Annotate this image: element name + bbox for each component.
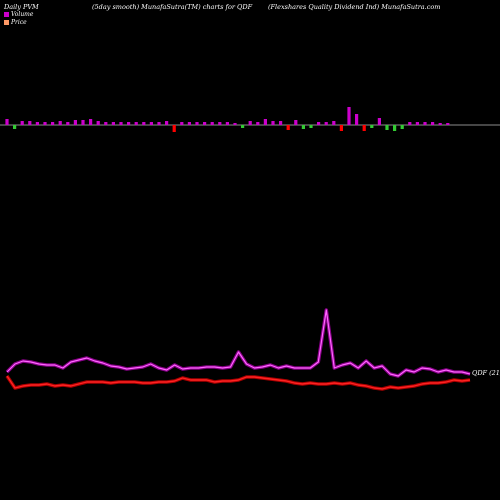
volume-bar — [241, 125, 245, 128]
volume-bar — [73, 120, 77, 125]
volume-bar — [203, 122, 207, 125]
volume-bar — [195, 122, 199, 125]
volume-bar — [89, 119, 93, 125]
volume-bar — [324, 122, 328, 125]
legend-price-swatch — [4, 20, 9, 25]
volume-bar — [165, 121, 169, 125]
volume-bar — [111, 122, 115, 125]
volume-bar — [149, 122, 153, 125]
volume-bar — [279, 121, 283, 125]
volume-bar — [286, 125, 290, 130]
volume-bar — [142, 122, 146, 125]
volume-bar — [438, 123, 442, 125]
volume-bar — [104, 122, 108, 125]
volume-bar — [347, 107, 351, 125]
volume-bar — [119, 122, 123, 125]
volume-bar — [172, 125, 176, 132]
volume-bar — [256, 122, 260, 125]
volume-bar — [43, 122, 47, 125]
legend-price: Price — [4, 19, 27, 26]
volume-bar — [317, 122, 321, 125]
chart-header-left: Daily PVM — [4, 3, 39, 11]
volume-bar — [81, 120, 85, 125]
volume-bar — [355, 114, 359, 125]
volume-bar — [393, 125, 397, 131]
volume-bar — [415, 122, 419, 125]
chart-header-center: (5day smooth) MunafaSutra(TM) charts for… — [92, 3, 253, 11]
volume-bar — [309, 125, 313, 128]
volume-bar — [423, 122, 427, 125]
volume-bar — [271, 121, 275, 125]
volume-bar — [187, 122, 191, 125]
price-line — [6, 375, 471, 390]
volume-bar — [385, 125, 389, 130]
volume-bar — [134, 122, 138, 125]
volume-bar — [28, 121, 32, 125]
volume-bar — [96, 121, 100, 125]
volume-bar — [218, 122, 222, 125]
volume-bar — [332, 121, 336, 125]
volume-bar — [13, 125, 17, 129]
legend-volume-swatch — [4, 12, 9, 17]
volume-bar — [225, 122, 229, 125]
volume-bar — [58, 121, 62, 125]
volume-bar — [35, 122, 39, 125]
volume-bar — [51, 122, 55, 125]
legend-price-label: Price — [11, 19, 27, 26]
volume-bar — [20, 121, 24, 125]
volume-bar — [157, 122, 161, 125]
volume-bar — [5, 119, 9, 125]
legend-volume: Volume — [4, 11, 33, 18]
volume-bar — [377, 118, 381, 125]
volume-bar — [408, 122, 412, 125]
volume-bar — [362, 125, 366, 131]
legend-volume-label: Volume — [11, 11, 34, 18]
chart-header-right: (Flexshares Quality Dividend Ind) Munafa… — [268, 3, 441, 11]
volume-line-shadow — [5, 308, 471, 378]
volume-bar — [263, 119, 267, 125]
volume-bar — [233, 123, 237, 125]
volume-bar — [210, 122, 214, 125]
volume-bar — [66, 122, 70, 125]
volume-bar — [431, 122, 435, 125]
volume-bar — [370, 125, 374, 128]
volume-bar — [127, 122, 131, 125]
volume-bar — [294, 120, 298, 125]
volume-line — [6, 309, 471, 377]
volume-bar — [180, 122, 184, 125]
volume-bar — [301, 125, 305, 129]
volume-bar — [339, 125, 343, 131]
volume-bar — [446, 123, 450, 125]
volume-bar — [400, 125, 404, 129]
volume-bar — [248, 121, 252, 125]
price-label: QDF (21) — [472, 369, 500, 377]
